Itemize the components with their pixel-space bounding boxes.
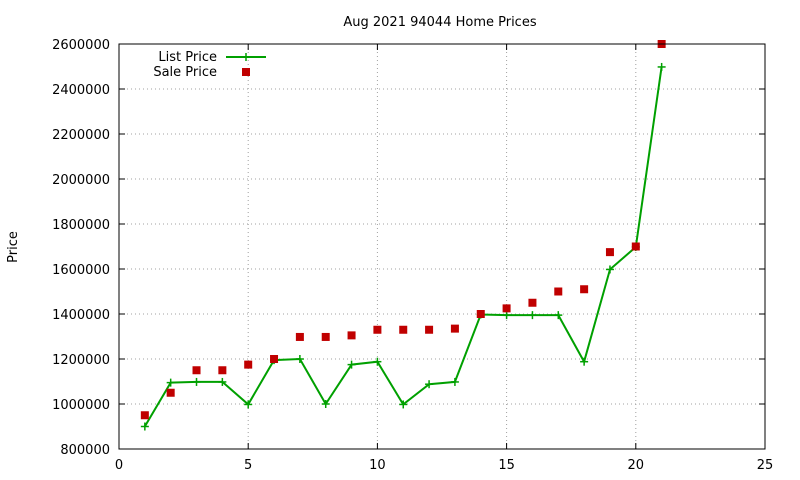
legend-marker-sale-price xyxy=(242,68,250,76)
sale-price-point xyxy=(192,366,201,375)
y-tick-label: 800000 xyxy=(60,443,110,458)
sale-price-point xyxy=(347,331,356,340)
sale-price-point xyxy=(450,324,459,333)
chart-title: Aug 2021 94044 Home Prices xyxy=(343,15,536,30)
y-tick-label: 1000000 xyxy=(52,398,110,413)
y-axis-label: Price xyxy=(6,231,21,263)
x-tick-label: 5 xyxy=(244,458,252,473)
sale-price-point xyxy=(605,248,614,257)
sale-price-point xyxy=(270,355,279,363)
list-price-point xyxy=(605,265,614,274)
axis-ticks: 800000 1000000 1200000 1400000 1600000 180000… xyxy=(52,38,773,473)
x-tick-label: 20 xyxy=(628,458,645,473)
list-price-point xyxy=(166,378,175,387)
y-tick-label: 2600000 xyxy=(52,38,110,53)
list-price-point xyxy=(528,311,537,320)
sale-price-point xyxy=(140,411,149,420)
x-tick-label: 0 xyxy=(115,458,123,473)
y-tick-label: 1800000 xyxy=(52,218,110,233)
sale-price-point xyxy=(528,298,537,307)
list-price-point xyxy=(580,357,589,366)
x-tick-label: 25 xyxy=(757,458,774,473)
sale-price-point xyxy=(476,310,485,318)
list-price-point xyxy=(399,400,408,409)
list-price-point xyxy=(321,400,330,408)
x-tick-label: 15 xyxy=(498,458,515,473)
list-price-point xyxy=(502,311,511,320)
legend-marker-list-price xyxy=(242,53,250,61)
sale-price-point xyxy=(502,304,511,313)
sale-price-point xyxy=(218,366,227,375)
x-tick-label: 10 xyxy=(369,458,386,473)
list-price-point xyxy=(140,422,149,431)
y-tick-label: 2200000 xyxy=(52,128,110,143)
legend: List Price Sale Price xyxy=(153,50,266,80)
y-tick-label: 2000000 xyxy=(52,173,110,188)
list-price-point xyxy=(554,311,563,320)
list-price-point xyxy=(218,377,227,386)
list-price-point xyxy=(244,400,253,409)
legend-label-sale-price: Sale Price xyxy=(153,65,217,80)
y-tick-label: 1600000 xyxy=(52,263,110,278)
list-price-point xyxy=(192,377,201,386)
list-price-point xyxy=(295,355,304,363)
list-price-point xyxy=(657,62,666,71)
sale-price-point xyxy=(554,287,563,296)
sale-price-point xyxy=(399,325,408,334)
sale-price-point xyxy=(166,388,175,397)
grid-lines xyxy=(119,44,765,449)
list-price-point xyxy=(425,380,434,389)
sale-price-point xyxy=(580,285,589,294)
list-price-point xyxy=(347,360,356,369)
list-price-point xyxy=(373,357,382,366)
sale-price-point xyxy=(373,325,382,334)
y-tick-label: 1400000 xyxy=(52,308,110,323)
series-layer xyxy=(140,40,666,431)
y-tick-label: 1200000 xyxy=(52,353,110,368)
sale-price-point xyxy=(244,360,253,369)
list-price-point xyxy=(450,377,459,386)
plot-frame xyxy=(118,43,766,450)
sale-price-point xyxy=(295,332,304,341)
y-tick-label: 2400000 xyxy=(52,83,110,98)
sale-price-point xyxy=(631,242,640,251)
sale-price-point xyxy=(321,332,330,341)
legend-label-list-price: List Price xyxy=(158,50,217,65)
sale-price-point xyxy=(425,325,434,334)
